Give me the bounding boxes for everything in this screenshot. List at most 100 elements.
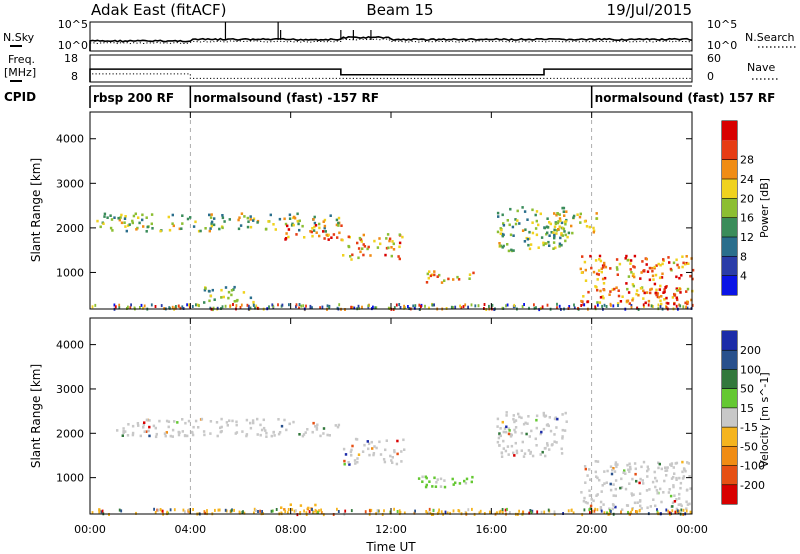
echo-cell: [391, 461, 394, 464]
echo-cell: [563, 429, 567, 432]
echo-cell: [588, 494, 592, 497]
ground-scatter-cell: [636, 306, 639, 310]
echo-cell: [555, 232, 558, 235]
echo-cell: [431, 485, 434, 488]
echo-cell: [336, 425, 340, 429]
colorbar-tick-label: 50: [740, 383, 754, 396]
echo-cell: [537, 223, 540, 227]
echo-cell: [550, 443, 554, 447]
echo-cell: [660, 467, 663, 471]
echo-cell: [689, 274, 692, 278]
echo-cell: [181, 430, 184, 433]
ground-scatter-cell: [596, 303, 599, 307]
echo-cell: [557, 228, 560, 231]
power-ylabel: Slant Range [km]: [29, 158, 43, 262]
colorbar-swatch: [722, 407, 737, 428]
echo-cell: [433, 273, 436, 277]
echo-cell: [578, 215, 582, 219]
echo-cell: [685, 261, 688, 265]
echo-cell: [347, 245, 351, 249]
ground-scatter-cell: [543, 510, 546, 514]
echo-cell: [584, 268, 587, 272]
ground-scatter-cell: [253, 511, 255, 515]
echo-cell: [123, 217, 127, 220]
echo-cell: [249, 426, 253, 430]
ground-scatter-cell: [460, 306, 463, 310]
echo-cell: [514, 419, 518, 422]
ground-scatter-cell: [271, 303, 274, 307]
echo-cell: [667, 302, 670, 305]
echo-cell: [298, 219, 301, 223]
echo-cell: [679, 291, 682, 294]
echo-cell: [599, 296, 603, 299]
echo-cell: [270, 434, 273, 438]
echo-cell: [626, 463, 629, 467]
ground-scatter-cell: [150, 303, 153, 307]
echo-cell: [553, 228, 556, 232]
echo-cell: [283, 418, 286, 422]
echo-cell: [672, 466, 675, 469]
colorbar-swatch: [722, 159, 737, 179]
echo-cell: [274, 228, 277, 231]
echo-cell: [616, 463, 619, 466]
echo-cell: [137, 216, 140, 219]
ground-scatter-cell: [518, 509, 520, 513]
echo-cell: [539, 453, 542, 456]
ground-scatter-cell: [426, 511, 429, 515]
echo-cell: [592, 499, 595, 503]
echo-cell: [523, 452, 527, 455]
ground-scatter-cell: [328, 305, 330, 309]
echo-cell: [293, 215, 296, 219]
echo-cell: [378, 237, 381, 240]
echo-cell: [673, 494, 676, 497]
velocity-colorbar-label: Velocity [m s^-1]: [758, 372, 771, 467]
echo-cell: [512, 414, 515, 417]
echo-cell: [647, 468, 650, 471]
ground-scatter-cell: [295, 305, 297, 309]
echo-cell: [176, 421, 179, 424]
ground-scatter-cell: [522, 510, 525, 514]
echo-cell: [618, 262, 622, 266]
ground-scatter-cell: [284, 510, 287, 513]
echo-cell: [181, 418, 184, 421]
echo-cell: [284, 238, 287, 241]
echo-cell: [367, 442, 371, 446]
echo-cell: [197, 426, 200, 429]
echo-cell: [639, 477, 642, 481]
echo-cell: [675, 507, 679, 511]
echo-cell: [628, 302, 631, 305]
ground-scatter-cell: [467, 508, 470, 512]
ground-scatter-cell: [179, 306, 182, 310]
echo-cell: [131, 424, 135, 428]
ground-scatter-cell: [496, 511, 498, 515]
echo-cell: [362, 233, 365, 237]
echo-cell: [597, 273, 600, 276]
ground-scatter-cell: [94, 303, 97, 307]
y-tick-label: 4000: [56, 133, 84, 146]
ground-scatter-cell: [471, 507, 473, 511]
ground-scatter-cell: [393, 306, 396, 310]
echo-cell: [592, 270, 596, 274]
ground-scatter-cell: [395, 303, 398, 307]
echo-cell: [521, 229, 525, 232]
echo-cell: [512, 249, 515, 252]
echo-cell: [612, 483, 615, 486]
echo-cell: [584, 501, 588, 504]
echo-cell: [669, 267, 673, 271]
echo-cell: [528, 435, 531, 438]
ground-scatter-cell: [631, 508, 634, 512]
ground-scatter-cell: [535, 306, 537, 310]
echo-cell: [558, 217, 562, 220]
echo-cell: [564, 411, 567, 415]
echo-cell: [120, 213, 123, 217]
echo-cell: [400, 460, 403, 463]
echo-cell: [649, 505, 652, 508]
ground-scatter-cell: [153, 507, 155, 511]
echo-cell: [367, 447, 370, 451]
x-tick-label: 08:00: [275, 523, 307, 536]
echo-cell: [424, 485, 428, 489]
echo-cell: [686, 300, 689, 304]
echo-cell: [678, 476, 681, 480]
echo-cell: [614, 494, 617, 498]
